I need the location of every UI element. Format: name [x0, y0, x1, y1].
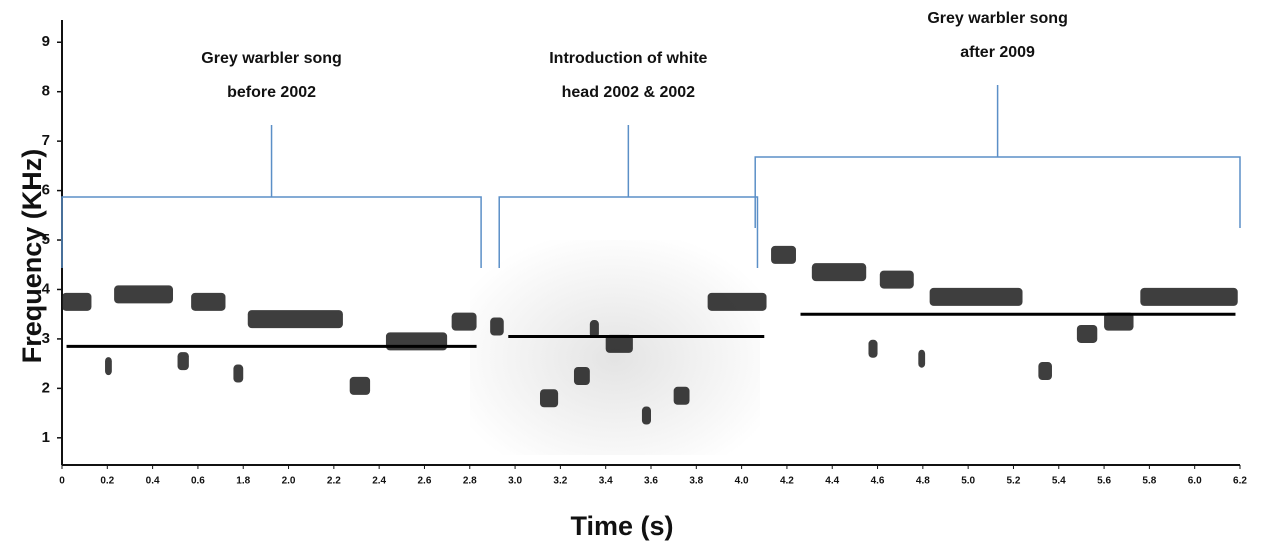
y-tick-label: 4: [42, 280, 51, 297]
syllable: [811, 263, 867, 282]
y-tick-label: 8: [42, 83, 50, 100]
x-tick-label: 3.2: [553, 476, 567, 487]
x-tick-label: 4.8: [916, 476, 930, 487]
syllable: [868, 339, 878, 358]
syllable: [451, 312, 477, 331]
syllable: [918, 349, 926, 368]
y-tick-label: 9: [42, 33, 50, 50]
syllable: [707, 292, 767, 311]
syllable: [641, 406, 651, 425]
x-tick-label: 4.0: [735, 476, 749, 487]
syllable: [771, 245, 796, 264]
syllable: [673, 386, 690, 405]
syllable: [490, 317, 504, 336]
bracket: [61, 125, 482, 269]
syllable: [539, 389, 559, 408]
syllable: [929, 287, 1023, 306]
syllable: [1140, 287, 1238, 306]
x-tick-label: 2.0: [282, 476, 296, 487]
annotation-label: after 2009: [960, 44, 1035, 61]
syllable: [177, 352, 189, 371]
x-tick-label: 3.0: [508, 476, 522, 487]
y-tick-label: 3: [42, 330, 50, 347]
syllable: [105, 357, 112, 376]
syllable: [247, 310, 343, 329]
x-tick-label: 4.4: [825, 476, 839, 487]
y-axis-label: Frequency (KHz): [17, 149, 47, 364]
syllable: [1038, 362, 1052, 381]
x-axis-label: Time (s): [570, 511, 673, 541]
syllable: [589, 320, 599, 339]
syllable: [233, 364, 244, 383]
x-tick-label: 5.8: [1142, 476, 1156, 487]
x-tick-label: 5.4: [1052, 476, 1066, 487]
y-tick-label: 5: [42, 231, 50, 248]
syllable: [605, 334, 633, 353]
y-tick-label: 1: [42, 429, 50, 446]
x-tick-label: 2.4: [372, 476, 386, 487]
x-tick-label: 3.8: [689, 476, 703, 487]
x-tick-label: 2.2: [327, 476, 341, 487]
annotation-label: head 2002 & 2002: [562, 84, 696, 101]
x-tick-label: 0: [59, 476, 65, 487]
x-tick-label: 0.6: [191, 476, 205, 487]
y-tick-label: 2: [42, 379, 50, 396]
x-tick-label: 5.2: [1007, 476, 1021, 487]
syllable: [1076, 324, 1098, 343]
syllable: [349, 376, 371, 395]
bracket: [498, 125, 759, 269]
syllable: [62, 292, 92, 311]
x-tick-label: 3.6: [644, 476, 658, 487]
annotation-label: before 2002: [227, 84, 316, 101]
x-tick-label: 4.6: [871, 476, 885, 487]
annotation-label: Grey warbler song: [927, 10, 1068, 27]
x-tick-label: 5.0: [961, 476, 975, 487]
x-tick-label: 6.0: [1188, 476, 1202, 487]
syllable: [879, 270, 914, 289]
x-tick-label: 5.6: [1097, 476, 1111, 487]
x-tick-label: 0.2: [100, 476, 114, 487]
syllable: [573, 367, 590, 385]
x-tick-label: 3.4: [599, 476, 613, 487]
x-tick-label: 6.2: [1233, 476, 1247, 487]
annotation-label: Introduction of white: [549, 50, 707, 67]
x-tick-label: 2.8: [463, 476, 477, 487]
annotation-label: Grey warbler song: [201, 50, 342, 67]
x-tick-label: 2.6: [418, 476, 432, 487]
syllable: [114, 285, 174, 304]
x-tick-label: 1.8: [236, 476, 250, 487]
y-tick-label: 6: [42, 182, 50, 199]
x-tick-label: 4.2: [780, 476, 794, 487]
syllable: [191, 292, 226, 311]
syllable: [1104, 312, 1134, 331]
y-tick-label: 7: [42, 132, 50, 149]
x-tick-label: 0.4: [146, 476, 160, 487]
bracket: [754, 84, 1241, 228]
